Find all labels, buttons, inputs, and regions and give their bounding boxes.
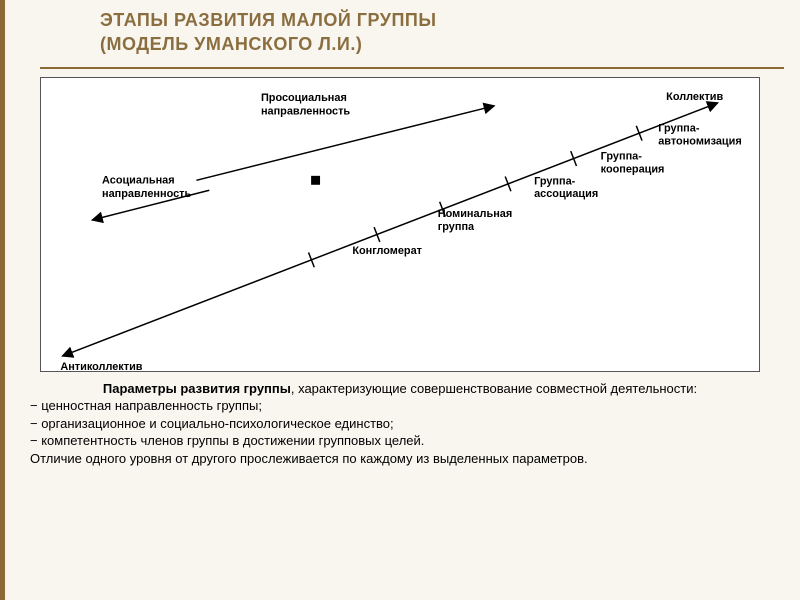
diagram-label-grp_coop2: кооперация	[601, 163, 665, 175]
diagram-label-grp_assoc1: Группа-	[534, 175, 576, 187]
bullet-3: − компетентность членов группы в достиже…	[30, 432, 770, 450]
intro-rest: , характеризующие совершенствование совм…	[291, 381, 697, 396]
bullet-2: − организационное и социально-психологич…	[30, 415, 770, 433]
intro-bold: Параметры развития группы	[103, 381, 291, 396]
diagram-label-nominal1: Номинальная	[438, 208, 512, 220]
diagram-label-nominal2: группа	[438, 221, 475, 233]
title-line-1: ЭТАПЫ РАЗВИТИЯ МАЛОЙ ГРУППЫ	[100, 8, 780, 32]
diagram-label-grp_auto1: Группа-	[658, 122, 700, 134]
diagram-label-asocial2: направленность	[102, 188, 191, 200]
divider	[40, 67, 784, 69]
diagram-label-grp_assoc2: ассоциация	[534, 188, 598, 200]
main-axis	[62, 102, 718, 355]
diagram-label-asocial1: Асоциальная	[102, 174, 175, 186]
intro-line: Параметры развития группы, характеризующ…	[30, 380, 770, 398]
diagram-svg: Антиколлектив Коллектив Просоциальная напра…	[41, 78, 759, 371]
diagram-label-grp_auto2: автономизация	[658, 135, 741, 147]
body-text: Параметры развития группы, характеризующ…	[30, 380, 770, 468]
diagram-label-grp_coop1: Группа-	[601, 150, 643, 162]
diagram-label-antikollektiv: Антиколлектив	[60, 361, 142, 371]
diagram-label-prosocial2: направленность	[261, 105, 350, 117]
diagram-label-kollektiv: Коллектив	[666, 90, 723, 102]
slide: ЭТАПЫ РАЗВИТИЯ МАЛОЙ ГРУППЫ (МОДЕЛЬ УМАН…	[0, 0, 800, 600]
title-block: ЭТАПЫ РАЗВИТИЯ МАЛОЙ ГРУППЫ (МОДЕЛЬ УМАН…	[0, 0, 800, 61]
tail-text: Отличие одного уровня от другого прослеж…	[30, 450, 770, 468]
title-line-2: (МОДЕЛЬ УМАНСКОГО Л.И.)	[100, 32, 780, 56]
diagram-label-prosocial1: Просоциальная	[261, 91, 347, 103]
diagram-panel: Антиколлектив Коллектив Просоциальная напра…	[40, 77, 760, 372]
diagram-label-konglomerat: Конгломерат	[352, 244, 422, 256]
center-marker	[311, 175, 320, 184]
bullet-1: − ценностная направленность группы;	[30, 397, 770, 415]
